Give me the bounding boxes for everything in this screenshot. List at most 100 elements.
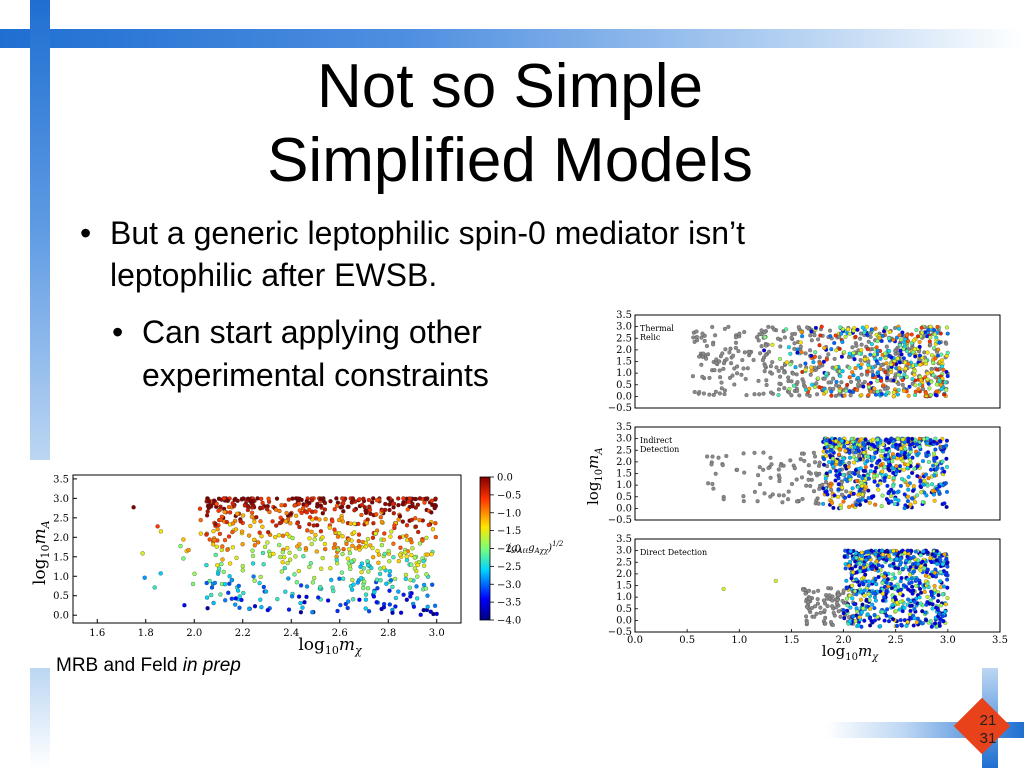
y-tick-label: 2.5 <box>616 445 632 456</box>
scatter-point <box>416 529 421 535</box>
scatter-point <box>381 537 386 542</box>
scatter-point <box>905 548 910 553</box>
scatter-point <box>944 325 950 330</box>
scatter-point <box>920 500 925 505</box>
scatter-point <box>213 552 218 558</box>
scatter-point <box>339 570 345 575</box>
scatter-point <box>857 615 862 620</box>
scatter-point <box>904 623 909 628</box>
scatter-point <box>893 348 898 353</box>
scatter-point <box>856 375 861 380</box>
scatter-point <box>845 608 850 613</box>
scatter-point <box>864 324 869 329</box>
scatter-point <box>910 436 915 441</box>
y-tick-label: 2.5 <box>616 333 632 344</box>
scatter-point <box>941 444 946 449</box>
scatter-point <box>929 353 935 358</box>
scatter-point <box>859 393 864 398</box>
scatter-point <box>861 384 866 389</box>
scatter-point <box>261 584 266 590</box>
scatter-point <box>396 589 401 594</box>
scatter-point <box>899 575 904 581</box>
scatter-point <box>404 523 410 528</box>
scatter-point <box>759 344 764 349</box>
scatter-point <box>875 437 880 442</box>
scatter-point <box>863 498 868 504</box>
scatter-point <box>920 559 925 564</box>
scatter-point <box>907 352 912 358</box>
scatter-point <box>867 555 872 560</box>
scatter-point <box>252 519 257 524</box>
scatter-point <box>258 519 263 524</box>
scatter-point <box>218 592 223 597</box>
scatter-point <box>913 389 918 394</box>
scatter-point <box>849 576 854 581</box>
scatter-point <box>773 578 778 583</box>
scatter-point <box>884 589 889 594</box>
scatter-point <box>843 477 848 482</box>
scatter-point <box>809 353 814 358</box>
scatter-point <box>898 591 903 596</box>
scatter-point <box>207 578 212 584</box>
scatter-point <box>852 471 857 476</box>
scatter-point <box>846 464 851 469</box>
scatter-point <box>891 390 897 395</box>
scatter-point <box>839 485 845 490</box>
scatter-point <box>229 596 234 601</box>
scatter-point <box>935 599 941 604</box>
scatter-point <box>938 439 943 444</box>
colorbar-label: (gAℓℓgAχχ)1/2 <box>507 540 564 555</box>
y-tick-label: 0.5 <box>616 604 632 615</box>
scatter-point <box>237 594 242 599</box>
scatter-point <box>240 563 245 569</box>
scatter-point <box>940 364 945 369</box>
scatter-point <box>895 436 901 441</box>
scatter-point <box>384 581 389 586</box>
scatter-point <box>724 357 729 362</box>
scatter-point <box>850 583 855 588</box>
scatter-point <box>260 500 265 506</box>
scatter-point <box>704 356 709 361</box>
scatter-point <box>761 450 766 455</box>
scatter-point <box>898 618 903 623</box>
scatter-point <box>874 566 879 571</box>
scatter-point <box>869 342 874 347</box>
scatter-point <box>881 329 887 334</box>
scatter-point <box>880 598 886 603</box>
scatter-point <box>894 335 899 340</box>
scatter-point <box>897 464 903 469</box>
scatter-point <box>391 541 396 546</box>
scatter-point <box>320 555 325 561</box>
scatter-point <box>922 566 927 571</box>
y-tick-label: 3.5 <box>616 310 632 321</box>
scatter-point <box>934 486 939 491</box>
scatter-point <box>296 568 301 574</box>
scatter-point <box>938 570 943 575</box>
scatter-point <box>824 371 829 376</box>
scatter-point <box>882 574 887 579</box>
scatter-point <box>152 585 157 590</box>
scatter-point <box>829 500 835 506</box>
scatter-point <box>260 524 265 529</box>
scatter-point <box>891 455 897 460</box>
scatter-point <box>896 381 901 387</box>
scatter-point <box>313 532 318 538</box>
scatter-point <box>891 548 896 553</box>
scatter-point <box>762 335 767 340</box>
scatter-point <box>278 515 283 520</box>
y-tick-label: 1.0 <box>616 480 632 491</box>
page-total: 31 <box>979 730 997 747</box>
scatter-point <box>731 353 736 358</box>
scatter-point <box>798 363 803 368</box>
scatter-point <box>889 487 894 492</box>
scatter-point <box>252 578 257 583</box>
scatter-point <box>290 496 295 501</box>
scatter-point <box>878 356 883 361</box>
scatter-point <box>817 355 822 360</box>
scatter-point <box>844 586 850 591</box>
scatter-point <box>407 496 413 501</box>
scatter-point <box>425 593 430 598</box>
scatter-point <box>241 590 246 596</box>
colorbar <box>479 476 491 621</box>
